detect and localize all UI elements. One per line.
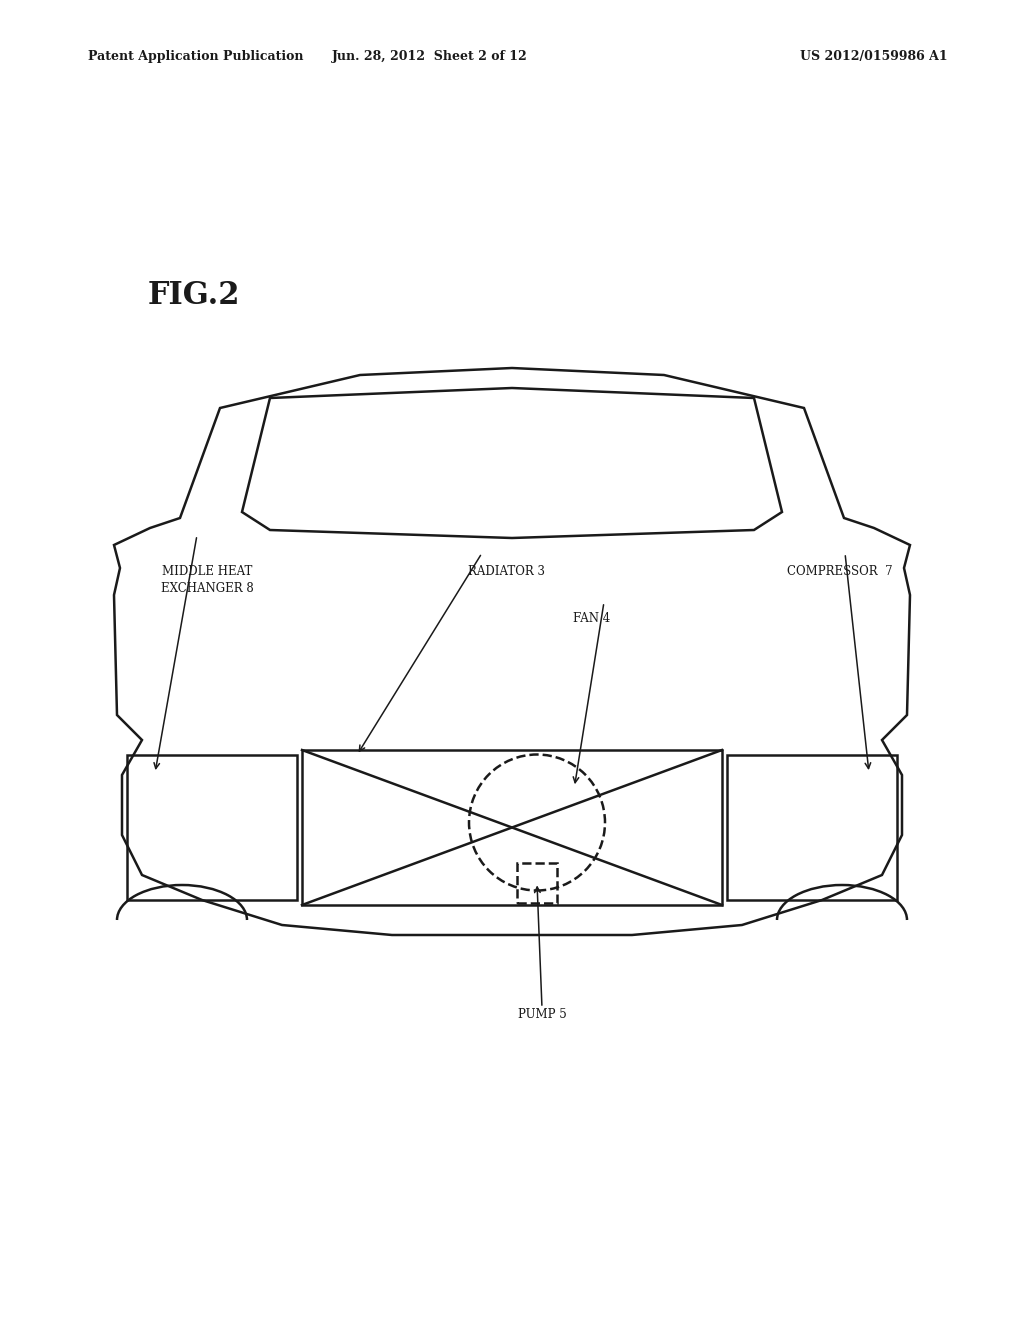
Bar	[127, 755, 297, 900]
Bar	[302, 750, 722, 906]
Text: PUMP 5: PUMP 5	[517, 1008, 566, 1020]
Text: US 2012/0159986 A1: US 2012/0159986 A1	[800, 50, 947, 63]
Text: RADIATOR 3: RADIATOR 3	[469, 565, 546, 578]
Bar	[517, 862, 557, 903]
Text: Patent Application Publication: Patent Application Publication	[88, 50, 303, 63]
Text: MIDDLE HEAT
EXCHANGER 8: MIDDLE HEAT EXCHANGER 8	[161, 565, 253, 595]
Text: COMPRESSOR  7: COMPRESSOR 7	[787, 565, 893, 578]
Bar	[727, 755, 897, 900]
Text: FAN 4: FAN 4	[573, 612, 610, 624]
Text: Jun. 28, 2012  Sheet 2 of 12: Jun. 28, 2012 Sheet 2 of 12	[332, 50, 528, 63]
Text: FIG.2: FIG.2	[148, 280, 241, 312]
